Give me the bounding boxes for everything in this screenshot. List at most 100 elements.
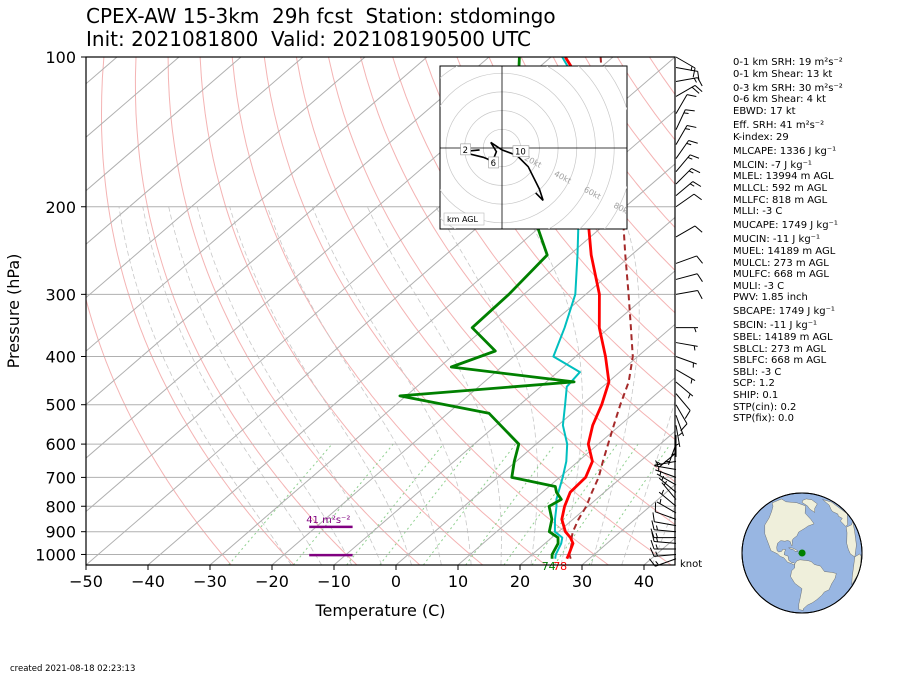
wind-barb (658, 489, 677, 507)
station-marker (798, 549, 806, 557)
barb-staff (675, 415, 684, 437)
dry-adiabat (874, 57, 906, 565)
index-line: SBLI: -3 C (733, 366, 782, 378)
barb-staff (654, 529, 677, 533)
barb-staff (658, 452, 677, 468)
moist-adiabat (590, 206, 640, 565)
barb-feather (685, 109, 695, 112)
barb-half-feather (685, 128, 690, 131)
index-line: MULFC: 668 m AGL (733, 269, 829, 281)
globe-land (764, 498, 862, 611)
y-tick-label: 900 (45, 523, 76, 542)
barb-half-feather (687, 157, 693, 160)
hodograph-height-text: 10 (515, 148, 526, 158)
y-tick-label: 700 (45, 468, 76, 487)
wind-barb (675, 167, 701, 185)
barb-staff (655, 558, 677, 567)
moist-adiabat (142, 206, 323, 565)
index-line: SBLFC: 668 m AGL (733, 355, 827, 367)
y-tick-label: 400 (45, 348, 76, 367)
globe-landmass (787, 547, 799, 552)
y-tick-label: 300 (45, 285, 76, 304)
dry-adiabat (456, 57, 675, 356)
globe-landmass (764, 498, 815, 566)
barb-feather (694, 85, 703, 93)
barb-staff (675, 290, 698, 295)
wind-barb (675, 77, 703, 87)
wetbulb-profile (552, 57, 596, 559)
wind-barb (655, 466, 677, 478)
barb-feather (680, 423, 688, 432)
wind-barb (675, 84, 703, 97)
wind-barb (675, 181, 702, 197)
index-line: SBLCL: 273 m AGL (733, 343, 827, 355)
barb-half-feather (690, 378, 693, 384)
wind-barb (675, 193, 702, 208)
barb-staff (675, 77, 698, 82)
mixing-ratio-line (422, 443, 516, 565)
barb-staff (675, 125, 688, 145)
barb-staff (658, 477, 677, 493)
wind-barb (652, 512, 677, 527)
hodograph-height-text: 6 (491, 159, 496, 169)
barb-half-feather (687, 393, 691, 399)
dry-adiabat (263, 57, 609, 565)
barb-half-feather (678, 432, 683, 436)
barb-feather (692, 181, 702, 187)
wind-barb (651, 520, 677, 533)
temperature-profile (560, 57, 611, 560)
index-line: K-index: 29 (733, 131, 789, 143)
index-line: MULCL: 273 m AGL (733, 257, 829, 269)
y-axis-label: Pressure (hPa) (4, 254, 23, 369)
barb-feather (686, 125, 697, 128)
isotherm (271, 216, 675, 565)
wind-barb (675, 67, 700, 81)
wind-barb (675, 369, 696, 384)
wind-barb (671, 434, 677, 457)
wind-barb (675, 273, 703, 282)
barb-feather (650, 528, 655, 538)
isotherm (86, 57, 490, 406)
barb-half-feather (688, 170, 694, 174)
dry-adiabat (488, 57, 675, 314)
x-tick-label: −40 (131, 572, 165, 591)
barb-staff (675, 425, 681, 448)
barb-staff (675, 84, 696, 97)
moist-adiabat (311, 206, 472, 565)
plot-frame (85, 56, 676, 566)
barb-half-feather (690, 66, 693, 71)
y-tick-label: 800 (45, 497, 76, 516)
moist-adiabat (196, 206, 383, 565)
barb-staff (675, 393, 691, 411)
x-tick-label: −50 (69, 572, 103, 591)
hodograph-height-label: 10 (512, 145, 530, 158)
sounding-indices: 0-1 km SRH: 19 m²s⁻² 0-1 km Shear: 13 kt 0… (733, 57, 843, 425)
moist-adiabat (118, 206, 292, 565)
wind-barb (675, 342, 698, 351)
barb-feather (693, 193, 702, 201)
surface-label: 74 (542, 560, 556, 573)
moist-adiabat (435, 206, 538, 565)
mixing-ratio-line (531, 443, 618, 565)
mixing-ratio-line (379, 443, 475, 565)
dry-adiabat (100, 57, 295, 565)
hodograph-height-text: 2 (463, 146, 468, 156)
x-tick-label: 30 (572, 572, 592, 591)
barb-feather (694, 225, 703, 233)
created-timestamp: created 2021-08-18 02:23:13 (10, 664, 136, 674)
index-line: EBWD: 17 kt (733, 105, 796, 117)
dry-adiabat (520, 57, 675, 272)
x-tick-label: −30 (193, 572, 227, 591)
barb-half-feather (655, 551, 659, 557)
wind-barb (650, 539, 676, 550)
index-line: MLEL: 13994 m AGL (733, 171, 834, 183)
index-line: MULI: -3 C (733, 280, 785, 292)
index-line: MUEL: 14189 m AGL (733, 245, 836, 257)
moist-adiabat (267, 206, 442, 565)
globe-landmass (801, 498, 818, 513)
barb-feather (696, 273, 703, 282)
y-tick-label: 500 (45, 396, 76, 415)
mixing-ratio-line (293, 443, 394, 565)
barb-staff (675, 140, 690, 159)
